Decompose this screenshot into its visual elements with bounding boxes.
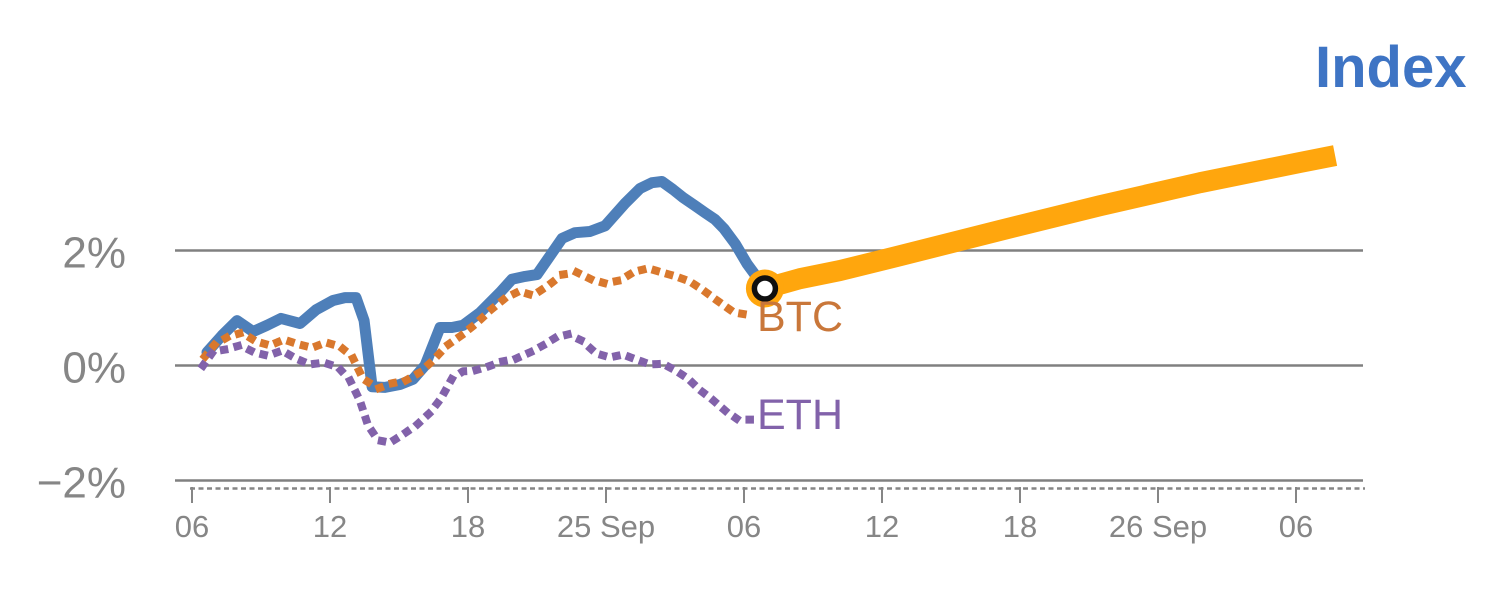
- x-axis-tick-label: 26 Sep: [1109, 509, 1207, 544]
- x-axis-tick-label: 06: [175, 509, 209, 544]
- y-axis-tick-label: 2%: [62, 229, 126, 278]
- x-axis-tick-label: 18: [1003, 509, 1037, 544]
- x-axis-tick-label: 12: [865, 509, 899, 544]
- current-point-marker: [745, 269, 784, 308]
- eth-line: [197, 330, 754, 447]
- btc-label: BTC: [757, 293, 843, 341]
- x-axis-tick-label: 12: [313, 509, 347, 544]
- y-axis-tick-label: 0%: [62, 344, 126, 393]
- y-axis-tick-label: −2%: [37, 459, 126, 508]
- index-history-line: [201, 176, 771, 393]
- x-axis-tick-label: 18: [451, 509, 485, 544]
- x-axis-tick-label: 25 Sep: [557, 509, 655, 544]
- index-projection-line: [762, 145, 1338, 299]
- index-label: Index: [1315, 35, 1467, 100]
- eth-label: ETH: [757, 391, 843, 439]
- marker-ring: [751, 275, 779, 302]
- x-axis-tick-label: 06: [1279, 509, 1313, 544]
- btc-line: [199, 264, 757, 393]
- x-axis-tick-label: 06: [727, 509, 761, 544]
